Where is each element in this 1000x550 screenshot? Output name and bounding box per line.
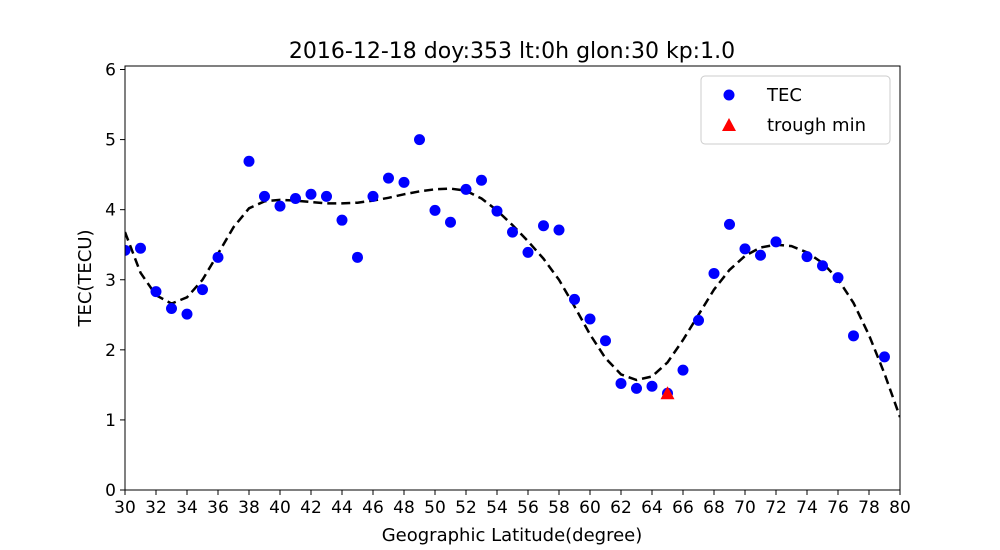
tec-point [367, 190, 379, 202]
tec-point [879, 351, 890, 363]
tec-point [739, 243, 751, 255]
tec-point [522, 246, 534, 258]
tec-point [290, 192, 301, 204]
x-tick-label: 78 [858, 498, 880, 518]
tec-point [848, 330, 859, 342]
legend-box [700, 75, 891, 145]
tec-point [476, 174, 487, 186]
y-axis-label: TEC(TECU) [75, 229, 96, 327]
x-tick-label: 36 [207, 498, 229, 518]
tec-point [460, 183, 472, 195]
x-tick-label: 54 [486, 498, 508, 518]
x-tick-label: 44 [331, 498, 353, 518]
y-tick-label: 2 [105, 341, 116, 361]
x-tick-label: 60 [579, 498, 601, 518]
y-tick-label: 1 [105, 411, 116, 431]
x-tick-label: 68 [703, 498, 725, 518]
tec-point [770, 236, 782, 248]
x-tick-label: 38 [238, 498, 260, 518]
x-tick-label: 30 [114, 498, 136, 518]
tec-point [708, 267, 720, 279]
plot-frame [124, 65, 901, 491]
marker-layer [660, 386, 675, 400]
legend-trough-label: trough min [767, 115, 866, 136]
tec-point [212, 251, 224, 263]
x-tick-label: 50 [424, 498, 446, 518]
tec-point [615, 377, 627, 389]
legend-trough-marker [722, 118, 736, 131]
tec-point [507, 226, 518, 238]
tec-point [693, 314, 704, 326]
x-tick-label: 72 [765, 498, 787, 518]
x-tick-label: 76 [827, 498, 849, 518]
y-tick-label: 6 [105, 61, 116, 81]
x-axis: 30 32 34 36 38 40 42 44 46 48 50 52 54 56 58 60 62 64 66 68… [114, 490, 911, 518]
tec-point [150, 286, 162, 298]
tec-point [817, 260, 828, 272]
x-axis-label: Geographic Latitude(degree) [382, 525, 643, 546]
x-tick-label: 32 [145, 498, 167, 518]
tec-point [584, 313, 596, 325]
fit-line [125, 187, 900, 418]
tec-point [677, 364, 689, 376]
points-layer [125, 134, 890, 399]
tec-point [553, 224, 565, 236]
tec-point [724, 218, 735, 230]
x-tick-label: 46 [362, 498, 384, 518]
tec-point [445, 216, 456, 228]
tec-point [600, 335, 611, 347]
tec-point [243, 155, 255, 167]
tec-point [832, 272, 844, 284]
tec-point [538, 220, 549, 232]
plot-area [125, 134, 900, 418]
tec-point [181, 308, 193, 320]
x-tick-label: 42 [300, 498, 322, 518]
tec-point [166, 302, 177, 314]
tec-point [321, 190, 332, 202]
tec-point [336, 214, 348, 226]
x-tick-label: 70 [734, 498, 756, 518]
legend-tec-marker [723, 89, 735, 101]
tec-point [755, 249, 766, 261]
y-axis: 0 1 2 3 4 5 6 [105, 61, 125, 501]
legend: TEC trough min [700, 75, 891, 145]
fit-line-layer [125, 187, 900, 418]
y-tick-label: 4 [105, 201, 116, 221]
y-tick-label: 3 [105, 271, 116, 291]
tec-point [801, 251, 813, 263]
x-tick-label: 80 [889, 498, 911, 518]
chart-title: 2016-12-18 doy:353 lt:0h glon:30 kp:1.0 [289, 39, 735, 64]
tec-point [197, 284, 208, 296]
tec-point [135, 242, 146, 254]
x-tick-label: 34 [176, 498, 198, 518]
x-tick-label: 52 [455, 498, 477, 518]
tec-point [305, 188, 317, 200]
trough-min-marker [660, 386, 675, 400]
tec-point [429, 204, 441, 216]
tec-point [491, 205, 503, 217]
x-tick-label: 56 [517, 498, 539, 518]
x-tick-label: 74 [796, 498, 818, 518]
tec-point [569, 293, 580, 305]
tec-point [383, 172, 394, 184]
x-tick-label: 64 [641, 498, 663, 518]
tec-point [352, 251, 363, 263]
tec-point [125, 244, 131, 256]
legend-tec-label: TEC [766, 85, 802, 106]
tec-point [259, 190, 270, 202]
y-tick-label: 5 [105, 131, 116, 151]
x-tick-label: 62 [610, 498, 632, 518]
y-tick-label: 0 [105, 481, 116, 501]
tec-point [398, 176, 410, 188]
tec-point [646, 380, 658, 392]
x-tick-label: 66 [672, 498, 694, 518]
x-tick-label: 48 [393, 498, 415, 518]
tec-point [414, 134, 425, 146]
tec-point [274, 200, 286, 212]
tec-point [631, 382, 642, 394]
x-tick-label: 58 [548, 498, 570, 518]
x-tick-label: 40 [269, 498, 291, 518]
